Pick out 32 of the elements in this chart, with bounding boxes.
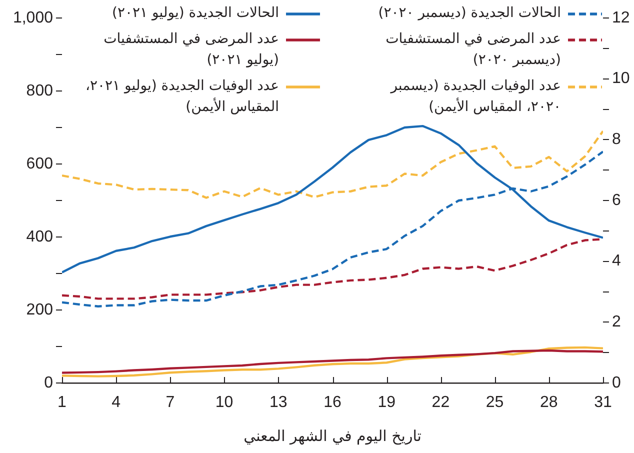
line-series — [62, 130, 603, 199]
y-tick-label: 600 — [26, 155, 54, 172]
y2-tick-label: 6 — [612, 192, 621, 209]
x-axis-title: تاريخ اليوم في الشهر المعني — [244, 426, 422, 445]
y2-tick-label: 2 — [612, 314, 621, 331]
y-tick-label: 800 — [26, 82, 54, 100]
x-tick-label: 25 — [486, 394, 504, 412]
y-tick-label: 200 — [26, 301, 54, 318]
x-tick-label: 19 — [378, 394, 396, 412]
legend-label: الحالات الجديدة (يوليو ٢٠٢١) — [112, 4, 279, 23]
y-tick-label: 0 — [44, 374, 54, 392]
x-tick-label: 16 — [324, 394, 342, 412]
y2-tick-label: 4 — [612, 252, 621, 270]
legend-label: الحالات الجديدة (ديسمبر ٢٠٢٠) — [378, 4, 561, 23]
x-tick-label: 1 — [58, 394, 67, 412]
y-tick-label: 400 — [26, 228, 54, 246]
y2-tick-label: 12 — [612, 9, 630, 26]
y2-tick-label: 0 — [612, 374, 621, 392]
x-tick-label: 28 — [540, 394, 558, 412]
legend-label: عدد الوفيات الجديدة (يوليو ٢٠٢١، المقياس الأيمن) — [84, 77, 279, 117]
y-tick-label: 1,000 — [12, 9, 54, 26]
x-tick-label: 22 — [432, 394, 450, 412]
x-tick-label: 4 — [112, 394, 121, 412]
legend-label: عدد المرضى في المستشفيات (ديسمبر ٢٠٢٠) — [384, 30, 561, 70]
x-tick-label: 31 — [594, 394, 612, 412]
y2-tick-label: 10 — [612, 70, 630, 88]
legend-label: عدد المرضى في المستشفيات (يوليو ٢٠٢١) — [102, 30, 279, 70]
x-tick-label: 13 — [270, 394, 288, 412]
x-tick-label: 7 — [166, 394, 175, 412]
x-tick-label: 10 — [215, 394, 234, 412]
y2-tick-label: 8 — [612, 131, 621, 148]
legend-label: عدد الوفيات الجديدة (ديسمبر ٢٠٢٠، المقياس الأيمن) — [389, 77, 561, 117]
